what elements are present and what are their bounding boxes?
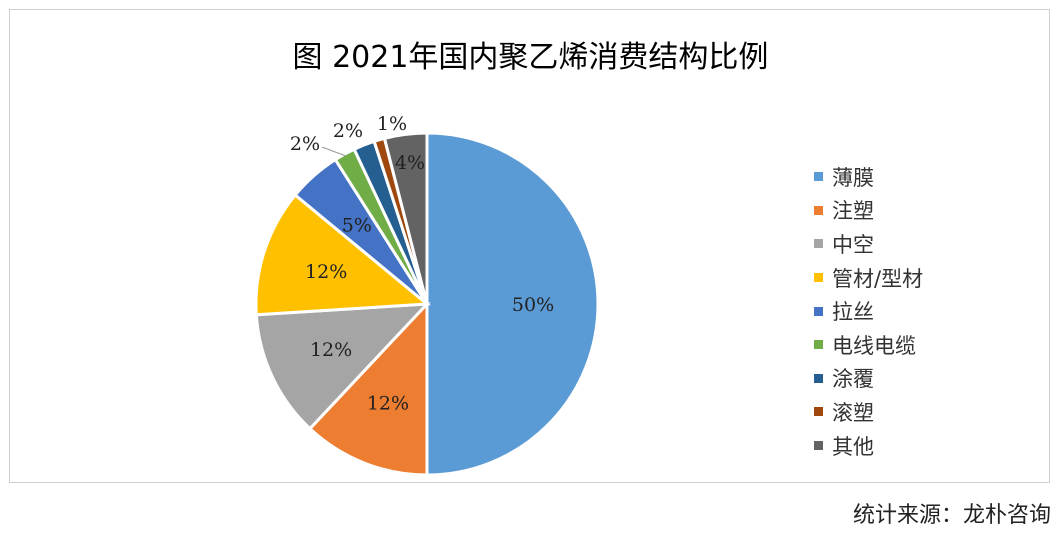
slice-label-7: 1% bbox=[377, 113, 407, 135]
legend-item-1: 注塑 bbox=[814, 194, 923, 228]
legend-swatch bbox=[814, 239, 823, 249]
legend-label: 拉丝 bbox=[832, 300, 874, 325]
legend-item-8: 其他 bbox=[814, 429, 923, 463]
legend-item-6: 涂覆 bbox=[814, 362, 923, 396]
legend-item-2: 中空 bbox=[814, 227, 923, 261]
legend-label: 薄膜 bbox=[832, 165, 874, 190]
pie-slice-1 bbox=[307, 300, 429, 477]
legend-label: 管材/型材 bbox=[832, 266, 924, 291]
pie-slice-0 bbox=[425, 131, 600, 477]
slice-label-1: 12% bbox=[367, 393, 409, 415]
source-note: 统计来源：龙朴咨询 bbox=[852, 503, 1051, 528]
legend-item-4: 拉丝 bbox=[814, 294, 923, 328]
slice-label-6: 2% bbox=[333, 120, 363, 142]
slice-label-3: 12% bbox=[305, 261, 347, 283]
legend-swatch bbox=[814, 407, 823, 417]
legend-swatch bbox=[814, 172, 823, 182]
slice-label-5: 2% bbox=[290, 133, 320, 155]
leader-line bbox=[321, 146, 346, 157]
pie-slice-3 bbox=[254, 192, 431, 317]
slice-label-0: 50% bbox=[512, 294, 554, 316]
legend-label: 其他 bbox=[832, 434, 874, 459]
legend-item-0: 薄膜 bbox=[814, 160, 923, 194]
legend-label: 电线电缆 bbox=[832, 333, 916, 358]
slice-label-2: 12% bbox=[310, 339, 352, 361]
legend-item-3: 管材/型材 bbox=[814, 261, 923, 295]
legend-label: 注塑 bbox=[832, 199, 874, 224]
legend-swatch bbox=[814, 373, 823, 383]
legend-swatch bbox=[814, 273, 823, 283]
slice-label-8: 4% bbox=[395, 152, 425, 174]
legend-item-5: 电线电缆 bbox=[814, 328, 923, 362]
legend-swatch bbox=[814, 340, 823, 350]
slice-label-4: 5% bbox=[342, 214, 372, 236]
chart-legend: 薄膜注塑中空管材/型材拉丝电线电缆涂覆滚塑其他 bbox=[814, 160, 923, 462]
pie-slice-2 bbox=[254, 302, 431, 431]
legend-label: 中空 bbox=[832, 232, 874, 257]
legend-label: 涂覆 bbox=[832, 367, 874, 392]
legend-swatch bbox=[814, 441, 823, 451]
legend-label: 滚塑 bbox=[832, 400, 874, 425]
legend-item-7: 滚塑 bbox=[814, 395, 923, 429]
pie-slice-8 bbox=[382, 131, 429, 305]
chart-title: 图 2021年国内聚乙烯消费结构比例 bbox=[292, 40, 769, 75]
legend-swatch bbox=[814, 205, 823, 215]
legend-swatch bbox=[814, 306, 823, 316]
